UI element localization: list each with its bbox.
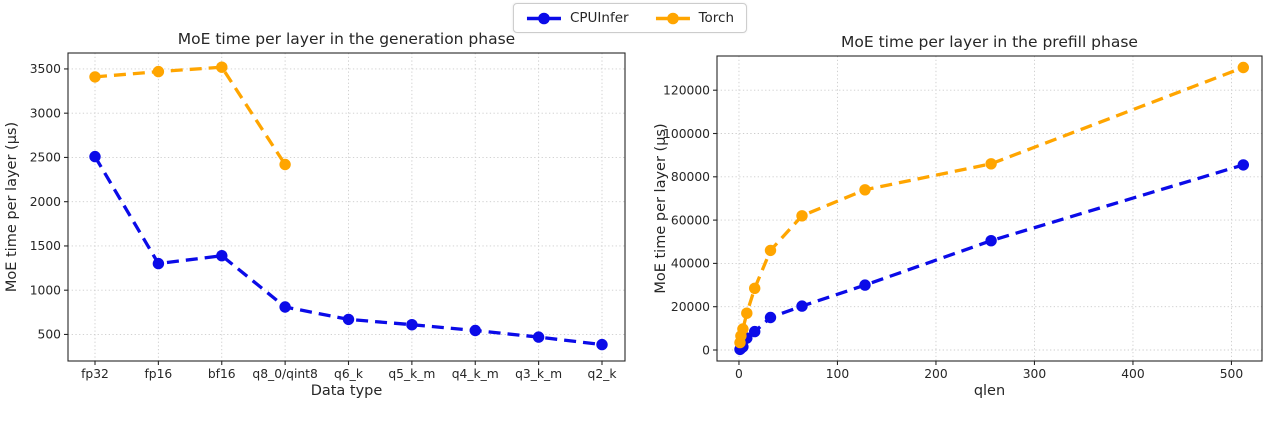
plot-border: [67, 52, 626, 362]
generation-phase-chart: fp32 fp16 bf16 q8_0/qint8 q6_k q5_k_m q4_k_m q3…: [4, 30, 626, 399]
y-tick-label: 2000: [30, 195, 61, 209]
data-point: [749, 325, 761, 338]
data-point: [859, 279, 871, 291]
data-point: [796, 210, 808, 222]
y-axis-label: MoE time per layer (µs): [653, 123, 669, 293]
x-tick-label: 500: [1220, 367, 1243, 381]
x-tick-label: bf16: [208, 367, 236, 381]
y-tick-label: 2500: [30, 151, 61, 165]
data-point: [985, 158, 997, 170]
data-point: [764, 244, 777, 257]
legend-item-cpuinfer: CPUInfer: [526, 7, 629, 29]
legend-label-torch: Torch: [698, 10, 735, 26]
data-point: [859, 184, 871, 196]
data-point: [342, 313, 355, 326]
x-tick-label: fp16: [144, 367, 172, 381]
data-point: [737, 323, 749, 335]
data-point: [469, 324, 481, 337]
y-tick-label: 1500: [30, 239, 61, 253]
data-point: [764, 311, 777, 324]
x-tick-label: 0: [735, 367, 743, 381]
plot-border: [716, 55, 1263, 362]
data-point: [216, 250, 228, 262]
x-tick-label: 400: [1121, 367, 1144, 381]
data-point: [741, 307, 753, 319]
axes-ticks: fp32 fp16 bf16 q8_0/qint8 q6_k q5_k_m q4_k_m q3…: [30, 62, 618, 381]
data-point: [406, 319, 418, 331]
y-tick-label: 3000: [30, 106, 61, 120]
x-tick-label: fp32: [81, 367, 109, 381]
data-point: [1237, 159, 1249, 171]
data-point: [532, 331, 545, 343]
y-tick-label: 100000: [663, 127, 710, 141]
y-tick-label: 0: [702, 343, 710, 357]
y-axis-label: MoE time per layer (µs): [4, 122, 20, 292]
data-point: [749, 282, 761, 294]
axes-ticks: 0 100 200 300 400 500 0 20000 40000 60000 80000 100…: [663, 84, 1243, 381]
data-point: [152, 257, 165, 270]
grid: [717, 56, 1262, 361]
series-torch: [734, 61, 1249, 349]
x-tick-label: q8_0/qint8: [252, 367, 317, 381]
series-cpuinfer: [734, 159, 1249, 356]
legend-label-cpuinfer: CPUInfer: [569, 10, 629, 26]
x-tick-label: q3_k_m: [515, 367, 562, 381]
cpuinfer-marker-icon: [526, 12, 561, 24]
data-point: [89, 150, 101, 163]
x-tick-label: q4_k_m: [452, 367, 499, 381]
x-tick-label: q2_k: [588, 367, 618, 381]
y-tick-label: 60000: [671, 213, 710, 227]
x-axis-label: Data type: [311, 383, 383, 399]
series-torch: [89, 61, 291, 171]
y-tick-label: 3500: [30, 62, 61, 76]
x-axis-label: qlen: [974, 383, 1005, 399]
legend: CPUInfer Torch: [512, 3, 748, 33]
torch-marker-icon: [655, 12, 690, 24]
y-tick-label: 20000: [671, 300, 710, 314]
data-point: [279, 158, 291, 171]
data-point: [596, 338, 608, 351]
legend-item-torch: Torch: [655, 7, 734, 29]
prefill-phase-chart: 0 100 200 300 400 500 0 20000 40000 60000 80000 100…: [653, 33, 1263, 399]
x-tick-label: 300: [1023, 367, 1046, 381]
data-point: [985, 235, 997, 247]
chart-title: MoE time per layer in the prefill phase: [841, 33, 1138, 51]
x-tick-label: q6_k: [334, 367, 364, 381]
y-tick-label: 1000: [30, 283, 61, 297]
y-tick-label: 120000: [663, 84, 710, 98]
chart-title: MoE time per layer in the generation pha…: [178, 30, 515, 48]
data-point: [796, 300, 808, 312]
data-point: [216, 61, 228, 73]
series-cpuinfer: [89, 150, 608, 351]
x-tick-label: 100: [826, 367, 849, 381]
data-point: [152, 65, 165, 78]
x-tick-label: q5_k_m: [388, 367, 435, 381]
data-point: [89, 71, 101, 83]
y-tick-label: 40000: [671, 257, 710, 271]
data-point: [1237, 61, 1249, 74]
x-tick-label: 200: [924, 367, 947, 381]
data-point: [279, 301, 291, 313]
y-tick-label: 500: [38, 328, 61, 342]
y-tick-label: 80000: [671, 170, 710, 184]
